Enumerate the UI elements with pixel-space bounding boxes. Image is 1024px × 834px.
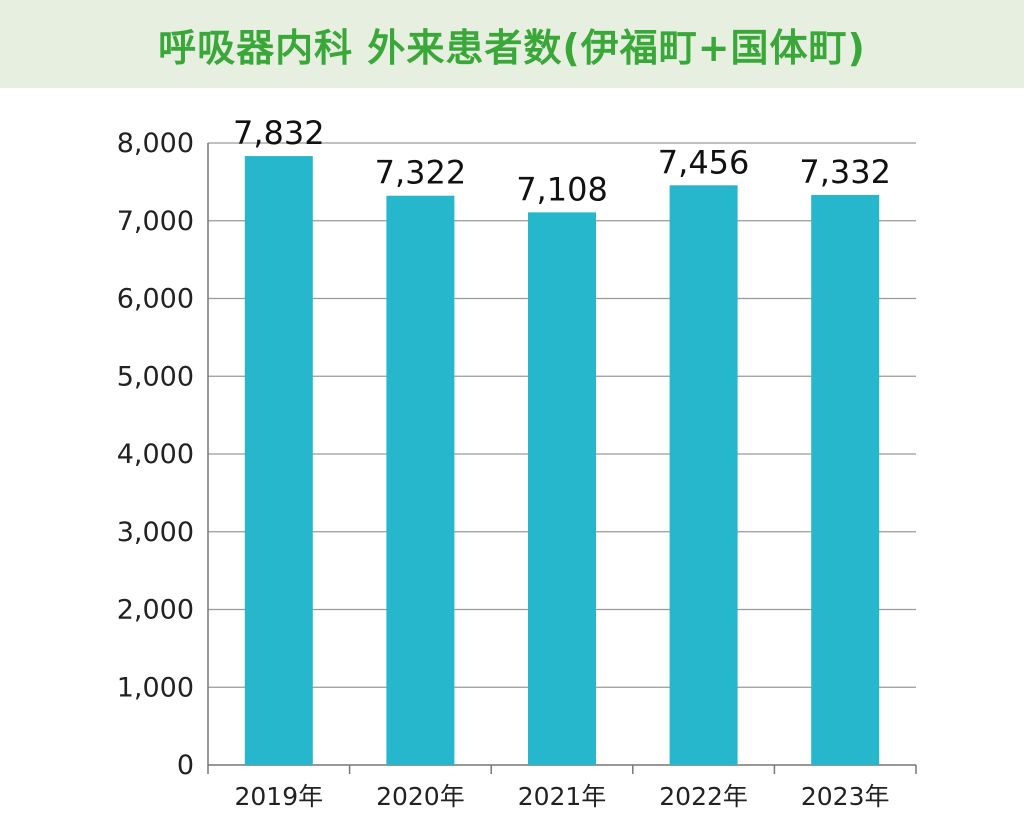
x-tick-label: 2023年 — [801, 782, 890, 811]
y-tick-label: 5,000 — [117, 361, 194, 392]
bar — [811, 194, 880, 765]
bar — [669, 185, 738, 765]
y-tick-label: 0 — [177, 750, 194, 781]
bar — [386, 195, 455, 766]
y-tick-label: 3,000 — [117, 517, 194, 548]
x-tick-label: 2019年 — [234, 782, 323, 811]
bar — [528, 212, 596, 765]
title-band: 呼吸器内科 外来患者数(伊福町+国体町) — [0, 0, 1024, 88]
data-label: 7,332 — [799, 153, 891, 191]
y-tick-label: 7,000 — [117, 206, 194, 237]
bar-chart: 0 1,000 2,000 3,000 4,000 5,000 6,000 7,000 8,00… — [117, 114, 917, 811]
x-tick-label: 2020年 — [376, 782, 465, 811]
y-tick-label: 2,000 — [117, 595, 194, 626]
y-tick-label: 8,000 — [117, 128, 194, 159]
data-label: 7,832 — [233, 114, 325, 152]
data-label: 7,108 — [516, 170, 608, 208]
x-tick-label: 2022年 — [659, 782, 748, 811]
y-tick-label: 1,000 — [117, 672, 194, 703]
y-tick-label: 6,000 — [117, 284, 194, 315]
bar — [244, 156, 313, 765]
data-label: 7,456 — [658, 143, 750, 181]
x-tick-label: 2021年 — [518, 782, 607, 811]
chart-title: 呼吸器内科 外来患者数(伊福町+国体町) — [158, 25, 866, 70]
y-tick-label: 4,000 — [117, 439, 194, 470]
data-label: 7,322 — [375, 154, 467, 192]
